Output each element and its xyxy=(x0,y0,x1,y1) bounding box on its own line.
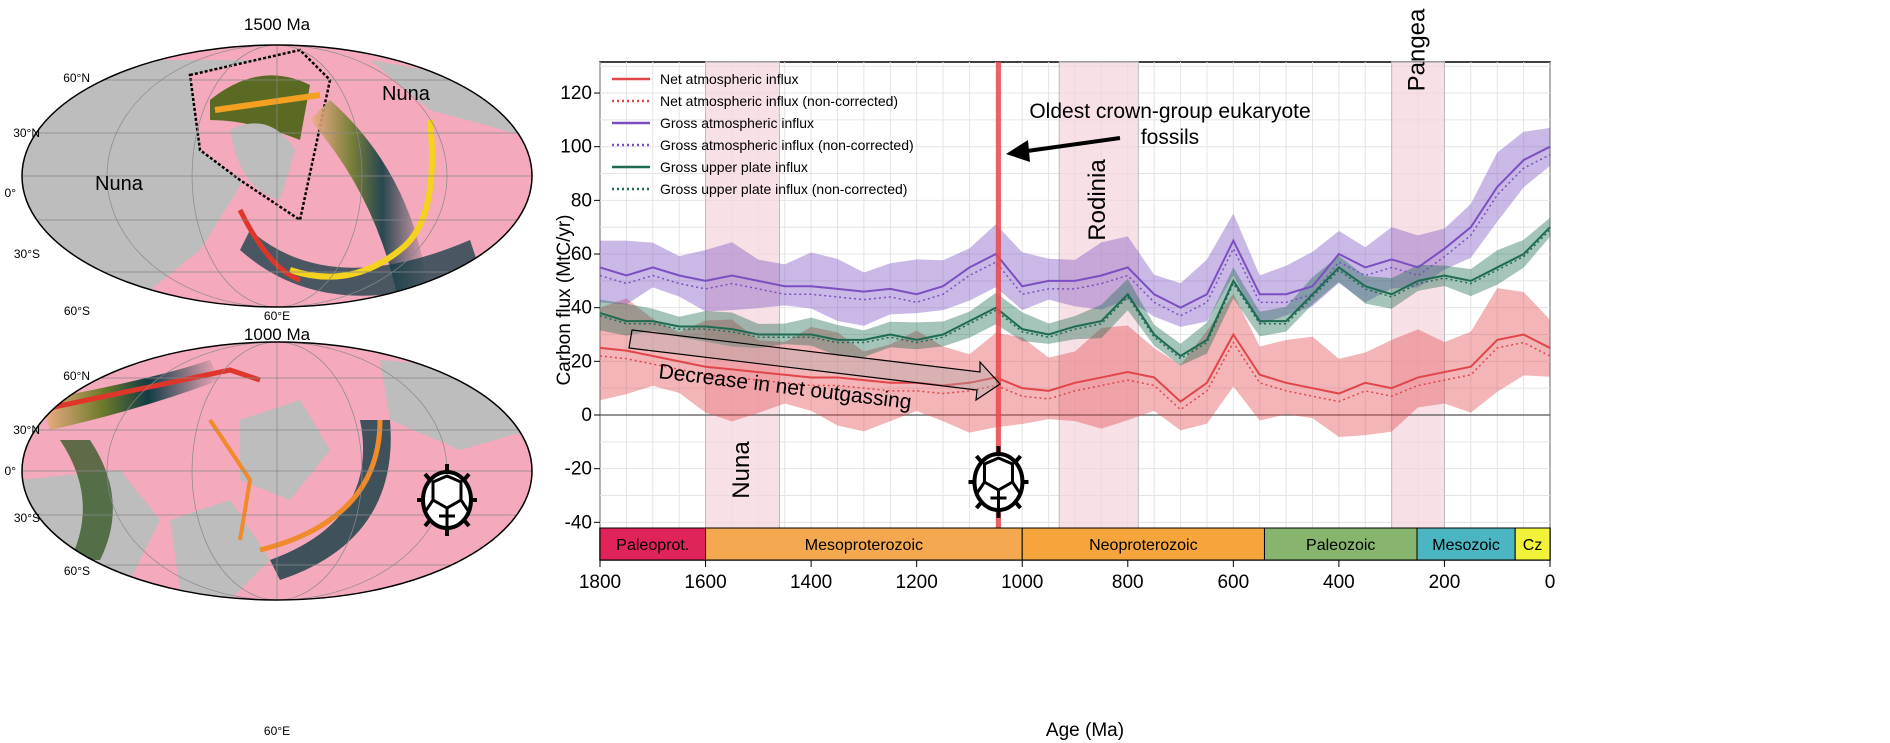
svg-text:60°S: 60°S xyxy=(64,304,90,318)
svg-text:30°N: 30°N xyxy=(13,126,40,140)
shaded-period-pangea xyxy=(1391,61,1445,529)
carbon-flux-chart: Nuna Rodinia Pangea Paleoprot. Mesoproterozo… xyxy=(554,8,1556,741)
timescale-paleozoic xyxy=(1263,527,1418,561)
y-tick-label: 60 xyxy=(571,244,592,265)
series-line-3 xyxy=(599,154,1551,317)
svg-text:0°: 0° xyxy=(5,464,17,478)
series-line-4 xyxy=(599,226,1551,358)
x-tick-label: 600 xyxy=(1217,572,1249,593)
eukaryote-fossil-icon xyxy=(968,446,1029,518)
series-line-5 xyxy=(599,229,1551,360)
annotation-eukaryote: Oldest crown-group eukaryote xyxy=(1029,100,1310,123)
svg-text:60°N: 60°N xyxy=(63,71,90,85)
continent-label: Nuna xyxy=(95,173,144,195)
timescale-cz xyxy=(1514,527,1551,561)
timescale-label: Cz xyxy=(1523,537,1543,554)
timescale-paleoprot xyxy=(599,527,707,561)
y-tick-label: 120 xyxy=(560,83,592,104)
map-1000 xyxy=(22,342,532,600)
legend-entry: Gross upper plate influx xyxy=(660,159,808,175)
x-tick-label: 1800 xyxy=(579,572,621,593)
shaded-period-label: Pangea xyxy=(1403,8,1430,91)
timescale-mesoproterozoic xyxy=(705,527,1023,561)
svg-text:30°S: 30°S xyxy=(14,511,40,525)
x-tick-label: 1600 xyxy=(684,572,726,593)
x-axis-label: Age (Ma) xyxy=(1046,720,1124,741)
legend-entry: Gross atmospheric influx xyxy=(660,115,814,131)
svg-text:30°N: 30°N xyxy=(13,423,40,437)
uncertainty-band-2 xyxy=(600,127,1550,327)
y-tick-label: 80 xyxy=(571,190,592,211)
uncertainty-band-4 xyxy=(600,217,1550,366)
shaded-period-label: Nuna xyxy=(728,441,755,499)
eukaryote-fossil-icon xyxy=(417,464,477,536)
map-title: 1500 Ma xyxy=(244,15,311,34)
y-tick-label: 100 xyxy=(560,137,592,158)
map-1500 xyxy=(22,45,532,307)
annotation-arrow-shaft xyxy=(1019,136,1121,154)
svg-text:60°S: 60°S xyxy=(64,564,90,578)
series-line-0 xyxy=(599,332,1551,403)
legend-entry: Net atmospheric influx (non-corrected) xyxy=(660,93,898,109)
x-tick-label: 800 xyxy=(1112,572,1144,593)
svg-text:30°S: 30°S xyxy=(14,247,40,261)
legend-entry: Gross atmospheric influx (non-corrected) xyxy=(660,137,914,153)
legend-entry: Gross upper plate influx (non-corrected) xyxy=(660,181,907,197)
timescale-label: Paleozoic xyxy=(1306,537,1375,554)
lon-label: 60°E xyxy=(264,724,290,738)
svg-text:0°: 0° xyxy=(5,186,17,200)
svg-text:60°N: 60°N xyxy=(63,369,90,383)
y-tick-label: 40 xyxy=(571,298,592,319)
paleogeographic-maps: 1500 Ma Nuna Nuna 60°N 3 xyxy=(5,15,533,738)
x-tick-label: 1400 xyxy=(790,572,832,593)
y-tick-label: -40 xyxy=(565,512,592,533)
x-tick-label: 400 xyxy=(1323,572,1355,593)
timescale-neoproterozoic xyxy=(1021,527,1265,561)
timescale-label: Mesoproterozoic xyxy=(805,537,923,554)
continent-label: Nuna xyxy=(382,83,431,105)
timescale-label: Paleoprot. xyxy=(616,537,689,554)
y-tick-label: -20 xyxy=(565,459,592,480)
y-tick-label: 0 xyxy=(581,405,592,426)
shaded-period-label: Rodinia xyxy=(1084,159,1111,241)
x-tick-label: 1200 xyxy=(896,572,938,593)
uncertainty-band-0 xyxy=(600,288,1550,438)
x-tick-label: 1000 xyxy=(1001,572,1043,593)
annotation-eukaryote: fossils xyxy=(1141,126,1199,149)
x-tick-label: 200 xyxy=(1429,572,1461,593)
map-title: 1000 Ma xyxy=(244,325,311,344)
lat-labels: 60°N 30°N 0° 30°S 60°S xyxy=(5,71,90,318)
annotation-arrow-head xyxy=(1006,140,1030,162)
timescale-label: Neoproterozoic xyxy=(1089,537,1198,554)
lat-labels: 60°N 30°N 0° 30°S 60°S xyxy=(5,369,90,578)
series-line-1 xyxy=(599,341,1551,411)
series-line-2 xyxy=(599,145,1551,309)
legend-entry: Net atmospheric influx xyxy=(660,71,799,87)
shaded-period-nuna xyxy=(705,61,780,529)
lon-label: 60°E xyxy=(264,309,290,323)
y-tick-label: 20 xyxy=(571,351,592,372)
trend-arrow xyxy=(628,329,1001,402)
y-axis-label: Carbon flux (MtC/yr) xyxy=(554,214,575,385)
timescale-label: Mesozoic xyxy=(1432,537,1500,554)
x-tick-label: 0 xyxy=(1545,572,1556,593)
